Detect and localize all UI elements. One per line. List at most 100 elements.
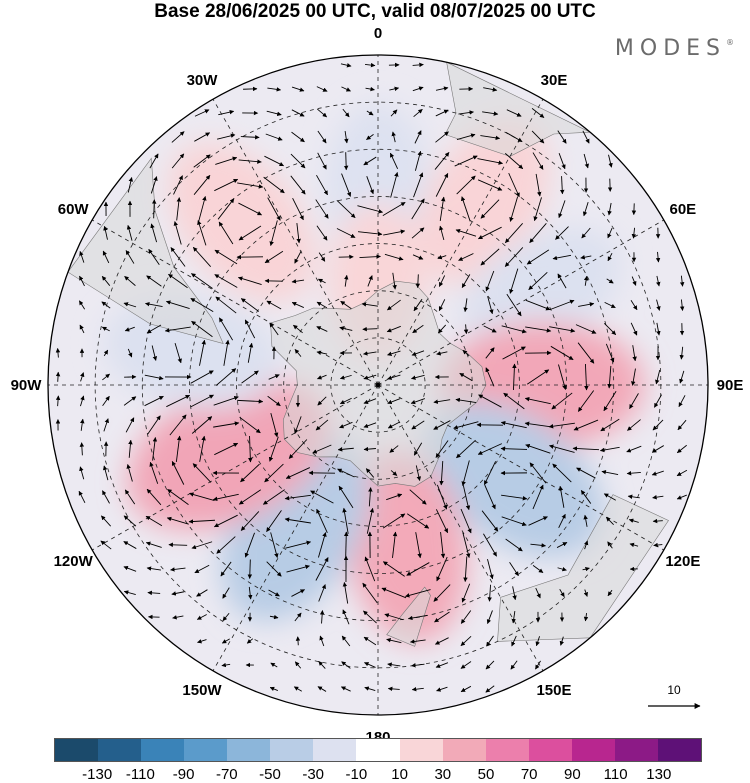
wind-arrow <box>340 686 351 692</box>
wind-arrow <box>294 250 302 264</box>
wind-arrow <box>291 131 305 143</box>
wind-arrow <box>266 561 282 577</box>
wind-arrow <box>344 130 349 144</box>
wind-arrow <box>364 62 376 68</box>
wind-arrow <box>188 519 216 524</box>
wind-arrow <box>357 205 384 214</box>
wind-arrow <box>549 299 575 311</box>
wind-arrow <box>583 613 589 622</box>
meridian <box>377 384 664 551</box>
wind-arrow <box>558 200 566 219</box>
wind-arrow <box>173 175 183 195</box>
wind-arrow <box>124 326 135 332</box>
wind-arrow <box>223 339 230 366</box>
wind-arrow <box>79 275 85 287</box>
wind-arrow <box>631 368 636 386</box>
wind-arrow <box>456 175 476 195</box>
wind-arrow <box>458 110 474 115</box>
wind-arrow <box>458 253 474 261</box>
wind-arrow <box>264 155 284 167</box>
wind-arrow <box>435 109 449 117</box>
colorbar-swatch <box>313 739 357 761</box>
colorbar-swatch <box>528 739 572 761</box>
wind-arrow <box>478 394 502 408</box>
wind-arrow <box>413 108 423 118</box>
wind-arrow <box>483 533 497 557</box>
wind-arrow <box>484 484 496 510</box>
wind-arrow <box>150 176 158 194</box>
wind-arrow <box>530 543 547 548</box>
wind-arrow <box>573 419 599 431</box>
wind-arrow <box>549 326 576 333</box>
wind-arrow <box>213 514 238 528</box>
wind-vectors <box>55 62 688 693</box>
wind-arrow <box>461 583 471 603</box>
wind-arrow <box>213 396 239 406</box>
wind-arrow <box>79 442 85 456</box>
wind-arrow <box>127 177 134 193</box>
wind-arrow <box>415 465 422 481</box>
meridian <box>92 219 379 386</box>
wind-arrow <box>216 536 236 554</box>
wind-arrow <box>286 564 310 573</box>
wind-arrow <box>411 686 424 692</box>
wind-arrow <box>171 591 185 596</box>
wind-arrow <box>310 490 334 504</box>
wind-arrow <box>411 663 425 668</box>
wind-arrow <box>248 586 253 600</box>
wind-arrow <box>124 489 136 505</box>
wind-arrow <box>509 196 519 222</box>
wind-arrow <box>485 347 495 359</box>
wind-arrow <box>197 220 207 246</box>
wind-arrow <box>582 202 589 217</box>
wind-arrow <box>268 589 280 597</box>
wind-arrow <box>103 225 108 240</box>
wind-arrow <box>626 471 641 476</box>
wind-arrow <box>500 420 527 429</box>
wind-arrow <box>247 342 254 363</box>
wind-arrow <box>144 395 164 407</box>
wind-arrow <box>198 196 207 222</box>
wind-arrow <box>535 173 542 197</box>
wind-arrow <box>218 221 234 245</box>
wind-arrow <box>583 275 589 286</box>
wind-arrow <box>315 557 329 581</box>
wind-arrow <box>438 299 446 312</box>
wind-arrow <box>55 395 61 407</box>
wind-arrow <box>221 662 231 668</box>
wind-arrow <box>433 399 451 404</box>
wind-arrow <box>390 109 398 117</box>
wind-arrow <box>438 275 446 287</box>
wind-arrow <box>294 661 302 669</box>
longitude-label: 90W <box>11 377 43 394</box>
wind-arrow <box>266 300 282 310</box>
wind-arrow <box>123 566 137 572</box>
wind-arrow <box>460 196 471 222</box>
wind-arrow <box>415 274 421 289</box>
wind-arrow <box>392 272 397 290</box>
wind-arrow <box>558 153 566 170</box>
wind-arrow <box>318 661 326 669</box>
wind-arrow <box>463 298 468 313</box>
wind-arrow <box>237 276 262 285</box>
wind-arrow <box>312 444 332 454</box>
wind-arrow <box>386 299 401 311</box>
colorbar-swatch <box>141 739 185 761</box>
wind-arrow <box>264 250 284 264</box>
wind-arrow <box>166 394 191 408</box>
wind-arrow <box>629 393 639 410</box>
wind-arrow <box>413 298 423 312</box>
wind-arrow <box>317 686 327 692</box>
wind-arrow <box>248 435 253 463</box>
wind-arrow <box>128 439 133 458</box>
wind-arrow <box>340 63 352 68</box>
wind-arrow <box>583 589 588 597</box>
wind-arrow <box>607 589 613 597</box>
wind-arrow <box>367 275 373 287</box>
wind-arrow <box>532 564 544 574</box>
wind-arrow <box>656 275 661 287</box>
wind-arrow <box>500 446 528 451</box>
colorbar-tick-label: -130 <box>82 766 113 783</box>
wind-arrow <box>411 227 425 239</box>
colorbar-tick-label: 50 <box>477 766 495 783</box>
